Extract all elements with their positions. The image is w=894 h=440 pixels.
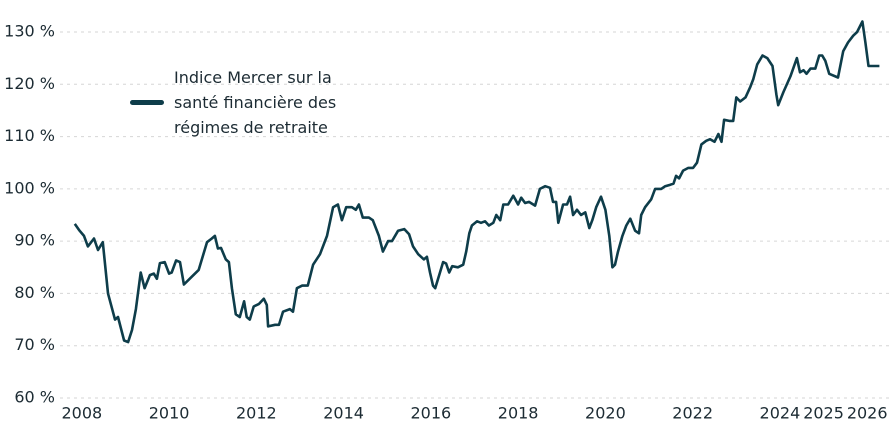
legend: Indice Mercer sur la santé financière de… xyxy=(130,65,374,140)
x-tick-label: 2026 xyxy=(847,404,888,423)
x-tick-label: 2020 xyxy=(585,404,626,423)
x-tick-label: 2008 xyxy=(61,404,102,423)
x-tick-label: 2010 xyxy=(149,404,190,423)
y-tick-label: 110 % xyxy=(4,126,55,145)
x-tick-label: 2012 xyxy=(236,404,277,423)
y-tick-label: 90 % xyxy=(14,231,55,250)
legend-swatch xyxy=(130,100,164,105)
legend-label: Indice Mercer sur la santé financière de… xyxy=(174,68,337,137)
x-tick-label: 2022 xyxy=(672,404,713,423)
x-tick-label: 2016 xyxy=(411,404,452,423)
x-tick-label: 2018 xyxy=(498,404,539,423)
y-tick-label: 60 % xyxy=(14,388,55,407)
y-tick-label: 120 % xyxy=(4,74,55,93)
data-line xyxy=(73,20,880,344)
x-tick-label: 2025 xyxy=(803,404,844,423)
x-tick-label: 2024 xyxy=(760,404,801,423)
y-tick-label: 100 % xyxy=(4,178,55,197)
y-tick-label: 130 % xyxy=(4,22,55,41)
y-tick-label: 80 % xyxy=(14,283,55,302)
x-tick-label: 2014 xyxy=(323,404,364,423)
y-tick-label: 70 % xyxy=(14,335,55,354)
